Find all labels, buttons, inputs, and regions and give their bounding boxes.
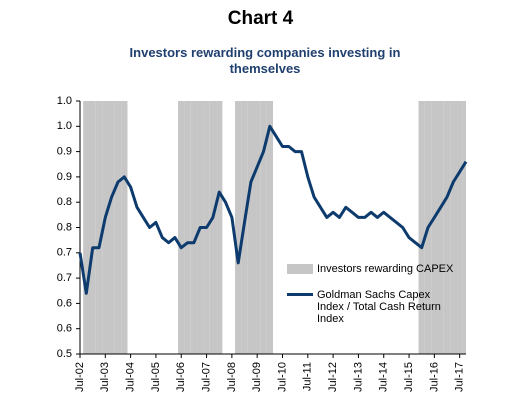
x-tick-label: Jul-17 bbox=[454, 362, 466, 392]
chart-title: Chart 4 bbox=[227, 8, 294, 29]
y-tick-label: 0.6 bbox=[57, 297, 72, 309]
x-tick-label: Jul-15 bbox=[403, 362, 415, 392]
bar bbox=[254, 101, 261, 354]
bar bbox=[437, 101, 444, 354]
line-layer bbox=[78, 124, 468, 295]
bar bbox=[114, 101, 122, 354]
y-tick-label: 0.8 bbox=[57, 221, 72, 233]
bar bbox=[443, 101, 451, 354]
bar bbox=[431, 101, 438, 354]
axis-layer: 0.5 0.6 0.6 0.7 0.7 0.8 0.8 0.9 0.9 1.0 1.0 Jul-02 J… bbox=[57, 95, 466, 392]
legend-item: Goldman Sachs Capex Index / Total Cash R… bbox=[287, 289, 457, 325]
chart-subtitle: Investors rewarding companies investing … bbox=[129, 45, 401, 76]
bar bbox=[178, 101, 185, 354]
bar bbox=[266, 101, 273, 354]
x-tick-label: Jul-05 bbox=[150, 362, 162, 392]
legend: Investors rewarding CAPEX Goldman Sachs C… bbox=[287, 263, 457, 339]
y-tick-label: 0.6 bbox=[57, 323, 72, 335]
x-tick-label: Jul-10 bbox=[276, 362, 288, 392]
bar bbox=[209, 101, 217, 354]
x-tick-label: Jul-16 bbox=[428, 362, 440, 392]
y-tick-label: 0.5 bbox=[57, 348, 72, 360]
y-tick-label: 1.0 bbox=[57, 95, 72, 107]
y-tick-label: 0.7 bbox=[57, 247, 72, 259]
legend-swatch bbox=[287, 264, 313, 274]
bar bbox=[247, 101, 255, 354]
bar bbox=[190, 101, 198, 354]
bar bbox=[450, 101, 457, 354]
bar bbox=[456, 101, 463, 354]
y-tick-label: 1.0 bbox=[57, 120, 72, 132]
bar bbox=[184, 101, 191, 354]
bar bbox=[418, 101, 425, 354]
legend-label: Investors rewarding CAPEX bbox=[317, 263, 454, 275]
x-tick-label: Jul-02 bbox=[74, 362, 86, 392]
x-tick-label: Jul-12 bbox=[327, 362, 339, 392]
bar bbox=[216, 101, 223, 354]
bar bbox=[83, 101, 90, 354]
x-tick-label: Jul-07 bbox=[200, 362, 212, 392]
bar bbox=[260, 101, 267, 354]
bar bbox=[95, 101, 103, 354]
legend-swatch bbox=[287, 293, 313, 296]
x-tick-label: Jul-13 bbox=[352, 362, 364, 392]
bar bbox=[462, 101, 466, 354]
x-tick-label: Jul-09 bbox=[251, 362, 263, 392]
line bbox=[78, 124, 468, 295]
x-tick-label: Jul-08 bbox=[226, 362, 238, 392]
legend-item: Investors rewarding CAPEX bbox=[287, 263, 457, 275]
bar bbox=[102, 101, 109, 354]
bar bbox=[235, 101, 242, 354]
legend-label: Goldman Sachs Capex Index / Total Cash R… bbox=[317, 289, 441, 325]
x-tick-label: Jul-11 bbox=[302, 362, 314, 391]
y-tick-label: 0.7 bbox=[57, 272, 72, 284]
bar bbox=[121, 101, 128, 354]
bar bbox=[108, 101, 115, 354]
bar bbox=[89, 101, 96, 354]
y-tick-label: 0.9 bbox=[57, 146, 72, 158]
x-tick-label: Jul-14 bbox=[378, 362, 390, 392]
y-tick-label: 0.8 bbox=[57, 196, 72, 208]
x-tick-label: Jul-06 bbox=[175, 362, 187, 392]
x-tick-label: Jul-04 bbox=[125, 362, 137, 392]
y-tick-label: 0.9 bbox=[57, 171, 72, 183]
x-tick-label: Jul-03 bbox=[99, 362, 111, 392]
